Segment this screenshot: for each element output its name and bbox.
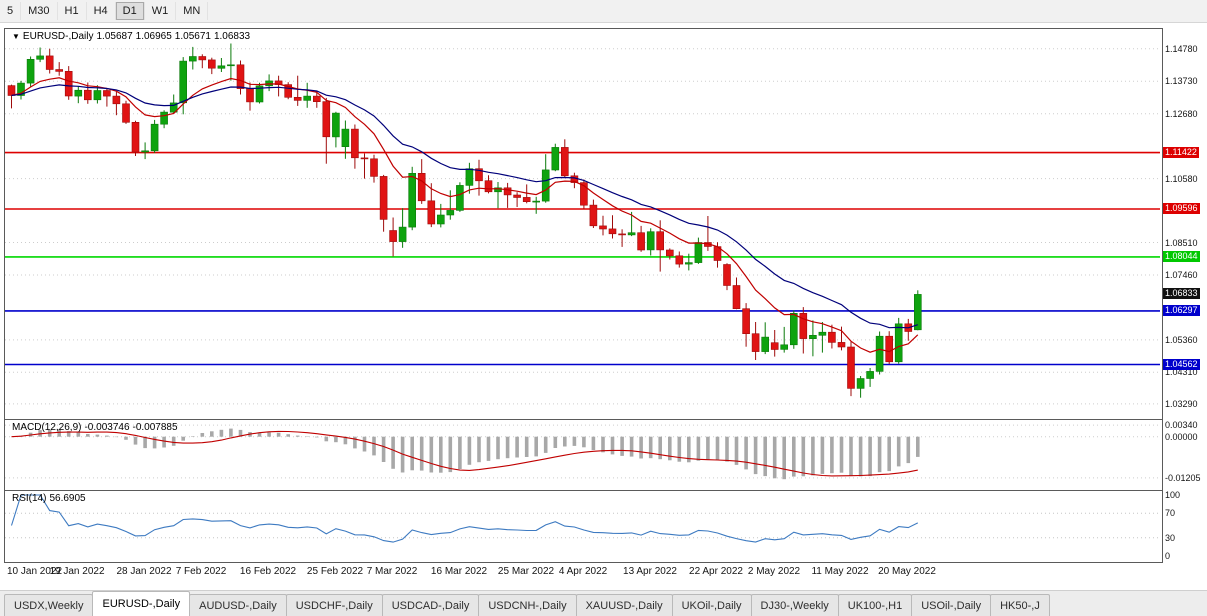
timeframe-button-d1[interactable]: D1 (115, 2, 145, 20)
rsi-label: RSI(14) 56.6905 (12, 493, 89, 504)
date-label: 2 May 2022 (747, 566, 801, 577)
date-label: 4 Apr 2022 (558, 566, 608, 577)
axis-label: 0.00000 (1165, 432, 1198, 442)
timeframe-button-w1[interactable]: W1 (145, 2, 177, 20)
tab-dj30-weekly[interactable]: DJ30-,Weekly (750, 594, 839, 616)
macd-signal-line (11, 430, 918, 477)
tab-usdx-weekly[interactable]: USDX,Weekly (4, 594, 94, 616)
macd-canvas[interactable] (5, 420, 1160, 490)
timeframe-button-m30[interactable]: M30 (21, 2, 58, 20)
tab-usdcad-daily[interactable]: USDCAD-,Daily (381, 594, 480, 616)
date-label: 20 May 2022 (878, 566, 936, 577)
axis-label: 100 (1165, 490, 1181, 500)
date-label: 25 Feb 2022 (306, 566, 364, 577)
tab-usoil-daily[interactable]: USOil-,Daily (911, 594, 992, 616)
tab-eurusd-daily[interactable]: EURUSD-,Daily (92, 591, 191, 616)
date-axis[interactable]: 10 Jan 2022 19 Jan 2022 28 Jan 2022 7 Feb 2… (4, 563, 1161, 583)
axis-label: 1.07460 (1165, 270, 1198, 280)
ma-line-21 (11, 84, 918, 329)
axis-label: -0.01205 (1165, 473, 1201, 483)
price-badge: 1.08044 (1163, 251, 1200, 262)
panel-splitter-rsi[interactable] (5, 490, 1162, 491)
rsi-line (10, 494, 919, 543)
timeframe-toolbar: 5 M30 H1 H4 D1 W1 MN (0, 0, 1207, 23)
timeframe-button-h4[interactable]: H4 (87, 2, 116, 20)
price-grid (5, 48, 1160, 405)
axis-label: 1.05360 (1165, 335, 1198, 345)
ohlc-low: 1.05671 (174, 31, 211, 42)
chart-collapse-arrow-icon[interactable]: ▼ (12, 32, 20, 41)
axis-label: 1.04310 (1165, 367, 1198, 377)
axis-label: 1.10580 (1165, 174, 1198, 184)
timeframe-button-h1[interactable]: H1 (58, 2, 87, 20)
date-label: 28 Jan 2022 (116, 566, 172, 577)
axis-label: 1.08510 (1165, 238, 1198, 248)
timeframe-button-mn[interactable]: MN (176, 2, 209, 20)
candles (7, 43, 922, 398)
date-label: 22 Apr 2022 (689, 566, 743, 577)
chart-window: ▼ EURUSD-,Daily 1.05687 1.06965 1.05671 1.068… (4, 28, 1163, 563)
price-badge: 1.06297 (1163, 305, 1200, 316)
ma-line-10 (11, 77, 919, 353)
chart-symbol-label: EURUSD-,Daily (22, 31, 94, 42)
macd-histogram (19, 428, 920, 480)
tab-xauusd-daily[interactable]: XAUUSD-,Daily (575, 594, 673, 616)
panel-splitter-macd[interactable] (5, 419, 1162, 420)
price-badge: 1.11422 (1163, 147, 1199, 158)
macd-name: MACD(12,26,9) (12, 422, 82, 433)
rsi-panel[interactable]: RSI(14) 56.6905 (5, 491, 1162, 560)
date-label: 16 Feb 2022 (239, 566, 297, 577)
price-badge: 1.06833 (1163, 288, 1200, 299)
chart-tabbar: USDX,Weekly EURUSD-,Daily AUDUSD-,Daily USD… (0, 590, 1207, 616)
tab-uk100-h1[interactable]: UK100-,H1 (837, 594, 913, 616)
date-label: 25 Mar 2022 (497, 566, 555, 577)
ohlc-high: 1.06965 (135, 31, 172, 42)
ohlc-open: 1.05687 (96, 31, 133, 42)
timeframe-button-5[interactable]: 5 (0, 2, 22, 20)
axis-label: 0.00340 (1165, 420, 1198, 430)
date-label: 19 Jan 2022 (49, 566, 105, 577)
price-axis[interactable]: 1.14780 1.13730 1.12680 1.10580 1.08510 1.074… (1162, 29, 1207, 585)
macd-main-value: -0.003746 (84, 422, 130, 433)
price-badge: 1.09596 (1163, 203, 1200, 214)
tab-audusd-daily[interactable]: AUDUSD-,Daily (189, 594, 287, 616)
chart-title: ▼ EURUSD-,Daily 1.05687 1.06965 1.05671 1.068… (12, 31, 253, 42)
date-label: 13 Apr 2022 (623, 566, 677, 577)
date-label: 7 Mar 2022 (366, 566, 418, 577)
tab-hk50-j[interactable]: HK50-,J (990, 594, 1050, 616)
tab-usdchf-daily[interactable]: USDCHF-,Daily (285, 594, 383, 616)
macd-panel[interactable]: MACD(12,26,9) -0.003746 -0.007885 (5, 420, 1162, 490)
price-chart-canvas[interactable] (5, 29, 1160, 419)
tab-ukoil-daily[interactable]: UKOil-,Daily (671, 594, 752, 616)
macd-label: MACD(12,26,9) -0.003746 -0.007885 (12, 422, 181, 433)
axis-label: 0 (1165, 551, 1171, 561)
rsi-name: RSI(14) (12, 493, 47, 504)
ohlc-close: 1.06833 (213, 31, 251, 42)
date-label: 11 May 2022 (811, 566, 869, 577)
axis-label: 1.12680 (1165, 109, 1198, 119)
date-label: 10 Jan 2022 (7, 566, 63, 577)
tab-usdcnh-daily[interactable]: USDCNH-,Daily (478, 594, 577, 616)
date-label: 16 Mar 2022 (430, 566, 488, 577)
rsi-value: 56.6905 (49, 493, 86, 504)
rsi-canvas[interactable] (5, 491, 1160, 560)
horizontal-lines (5, 151, 1160, 366)
axis-label: 70 (1165, 508, 1176, 518)
axis-label: 1.14780 (1165, 44, 1198, 54)
price-panel[interactable]: ▼ EURUSD-,Daily 1.05687 1.06965 1.05671 1.068… (5, 29, 1162, 419)
axis-label: 1.13730 (1165, 76, 1198, 86)
axis-label: 1.03290 (1165, 399, 1198, 409)
axis-label: 30 (1165, 533, 1176, 543)
macd-signal-value: -0.007885 (132, 422, 178, 433)
price-badge: 1.04562 (1163, 359, 1200, 370)
date-label: 7 Feb 2022 (175, 566, 227, 577)
